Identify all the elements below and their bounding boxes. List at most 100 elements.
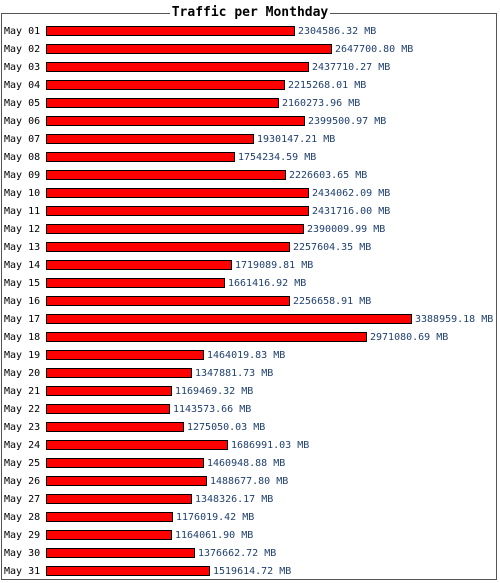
bar-row: May 30 1376662.72 MB (0, 545, 500, 563)
bar-row: May 15 1661416.92 MB (0, 275, 500, 293)
day-label: May 12 (4, 224, 41, 235)
traffic-bar (46, 134, 254, 144)
traffic-bar (46, 98, 279, 108)
value-label: 2434062.09 MB (312, 188, 391, 199)
value-label: 2399500.97 MB (308, 116, 387, 127)
day-label: May 30 (4, 548, 41, 559)
traffic-bar (46, 152, 235, 162)
traffic-bar (46, 170, 286, 180)
bar-row: May 21 1169469.32 MB (0, 383, 500, 401)
bar-row: May 02 2647700.80 MB (0, 41, 500, 59)
traffic-bar (46, 296, 290, 306)
day-label: May 19 (4, 350, 41, 361)
traffic-bar (46, 548, 195, 558)
value-label: 1460948.88 MB (207, 458, 286, 469)
day-label: May 26 (4, 476, 41, 487)
bar-row: May 18 2971080.69 MB (0, 329, 500, 347)
value-label: 1754234.59 MB (238, 152, 317, 163)
bar-row: May 20 1347881.73 MB (0, 365, 500, 383)
traffic-bar (46, 206, 309, 216)
value-label: 1164061.90 MB (175, 530, 254, 541)
traffic-bar (46, 260, 232, 270)
value-label: 2647700.80 MB (335, 44, 414, 55)
bar-row: May 12 2390009.99 MB (0, 221, 500, 239)
day-label: May 27 (4, 494, 41, 505)
chart-title-container: Traffic per Monthday (0, 4, 500, 22)
bar-row: May 10 2434062.09 MB (0, 185, 500, 203)
traffic-bar (46, 530, 172, 540)
bar-row: May 28 1176019.42 MB (0, 509, 500, 527)
value-label: 1464019.83 MB (207, 350, 286, 361)
traffic-bar (46, 116, 305, 126)
bar-row: May 14 1719089.81 MB (0, 257, 500, 275)
bar-row: May 03 2437710.27 MB (0, 59, 500, 77)
bar-row: May 08 1754234.59 MB (0, 149, 500, 167)
bar-row: May 16 2256658.91 MB (0, 293, 500, 311)
traffic-bar (46, 386, 172, 396)
value-label: 2437710.27 MB (312, 62, 391, 73)
value-label: 1519614.72 MB (213, 566, 292, 577)
value-label: 1275050.03 MB (187, 422, 266, 433)
value-label: 1930147.21 MB (257, 134, 336, 145)
day-label: May 22 (4, 404, 41, 415)
day-label: May 08 (4, 152, 41, 163)
traffic-bar (46, 332, 367, 342)
day-label: May 10 (4, 188, 41, 199)
value-label: 2215268.01 MB (288, 80, 367, 91)
value-label: 1143573.66 MB (173, 404, 252, 415)
bar-row: May 29 1164061.90 MB (0, 527, 500, 545)
day-label: May 20 (4, 368, 41, 379)
value-label: 1348326.17 MB (195, 494, 274, 505)
bar-row: May 22 1143573.66 MB (0, 401, 500, 419)
value-label: 2431716.00 MB (312, 206, 391, 217)
day-label: May 29 (4, 530, 41, 541)
value-label: 1347881.73 MB (195, 368, 274, 379)
value-label: 1719089.81 MB (235, 260, 314, 271)
chart-title: Traffic per Monthday (169, 5, 331, 20)
day-label: May 21 (4, 386, 41, 397)
value-label: 1169469.32 MB (175, 386, 254, 397)
value-label: 3388959.18 MB (415, 314, 494, 325)
value-label: 2226603.65 MB (289, 170, 368, 181)
day-label: May 06 (4, 116, 41, 127)
bar-row: May 24 1686991.03 MB (0, 437, 500, 455)
traffic-bar (46, 566, 210, 576)
bar-row: May 09 2226603.65 MB (0, 167, 500, 185)
traffic-bar (46, 368, 192, 378)
bar-row: May 25 1460948.88 MB (0, 455, 500, 473)
day-label: May 24 (4, 440, 41, 451)
traffic-bar (46, 476, 207, 486)
traffic-bar (46, 440, 228, 450)
traffic-bar (46, 26, 295, 36)
bar-row: May 04 2215268.01 MB (0, 77, 500, 95)
value-label: 2256658.91 MB (293, 296, 372, 307)
day-label: May 03 (4, 62, 41, 73)
traffic-bar (46, 404, 170, 414)
day-label: May 16 (4, 296, 41, 307)
day-label: May 01 (4, 26, 41, 37)
day-label: May 04 (4, 80, 41, 91)
value-label: 2390009.99 MB (307, 224, 386, 235)
bar-row: May 05 2160273.96 MB (0, 95, 500, 113)
value-label: 2304586.32 MB (298, 26, 377, 37)
traffic-bar (46, 314, 412, 324)
traffic-bar (46, 458, 204, 468)
traffic-bar (46, 62, 309, 72)
bar-row: May 01 2304586.32 MB (0, 23, 500, 41)
traffic-bar (46, 224, 304, 234)
day-label: May 05 (4, 98, 41, 109)
day-label: May 09 (4, 170, 41, 181)
value-label: 2160273.96 MB (282, 98, 361, 109)
traffic-bar (46, 242, 290, 252)
bar-row: May 19 1464019.83 MB (0, 347, 500, 365)
value-label: 1661416.92 MB (228, 278, 307, 289)
day-label: May 11 (4, 206, 41, 217)
traffic-bar (46, 188, 309, 198)
day-label: May 25 (4, 458, 41, 469)
traffic-bar (46, 44, 332, 54)
day-label: May 15 (4, 278, 41, 289)
bar-row: May 31 1519614.72 MB (0, 563, 500, 581)
traffic-bar (46, 80, 285, 90)
value-label: 1176019.42 MB (176, 512, 255, 523)
day-label: May 13 (4, 242, 41, 253)
